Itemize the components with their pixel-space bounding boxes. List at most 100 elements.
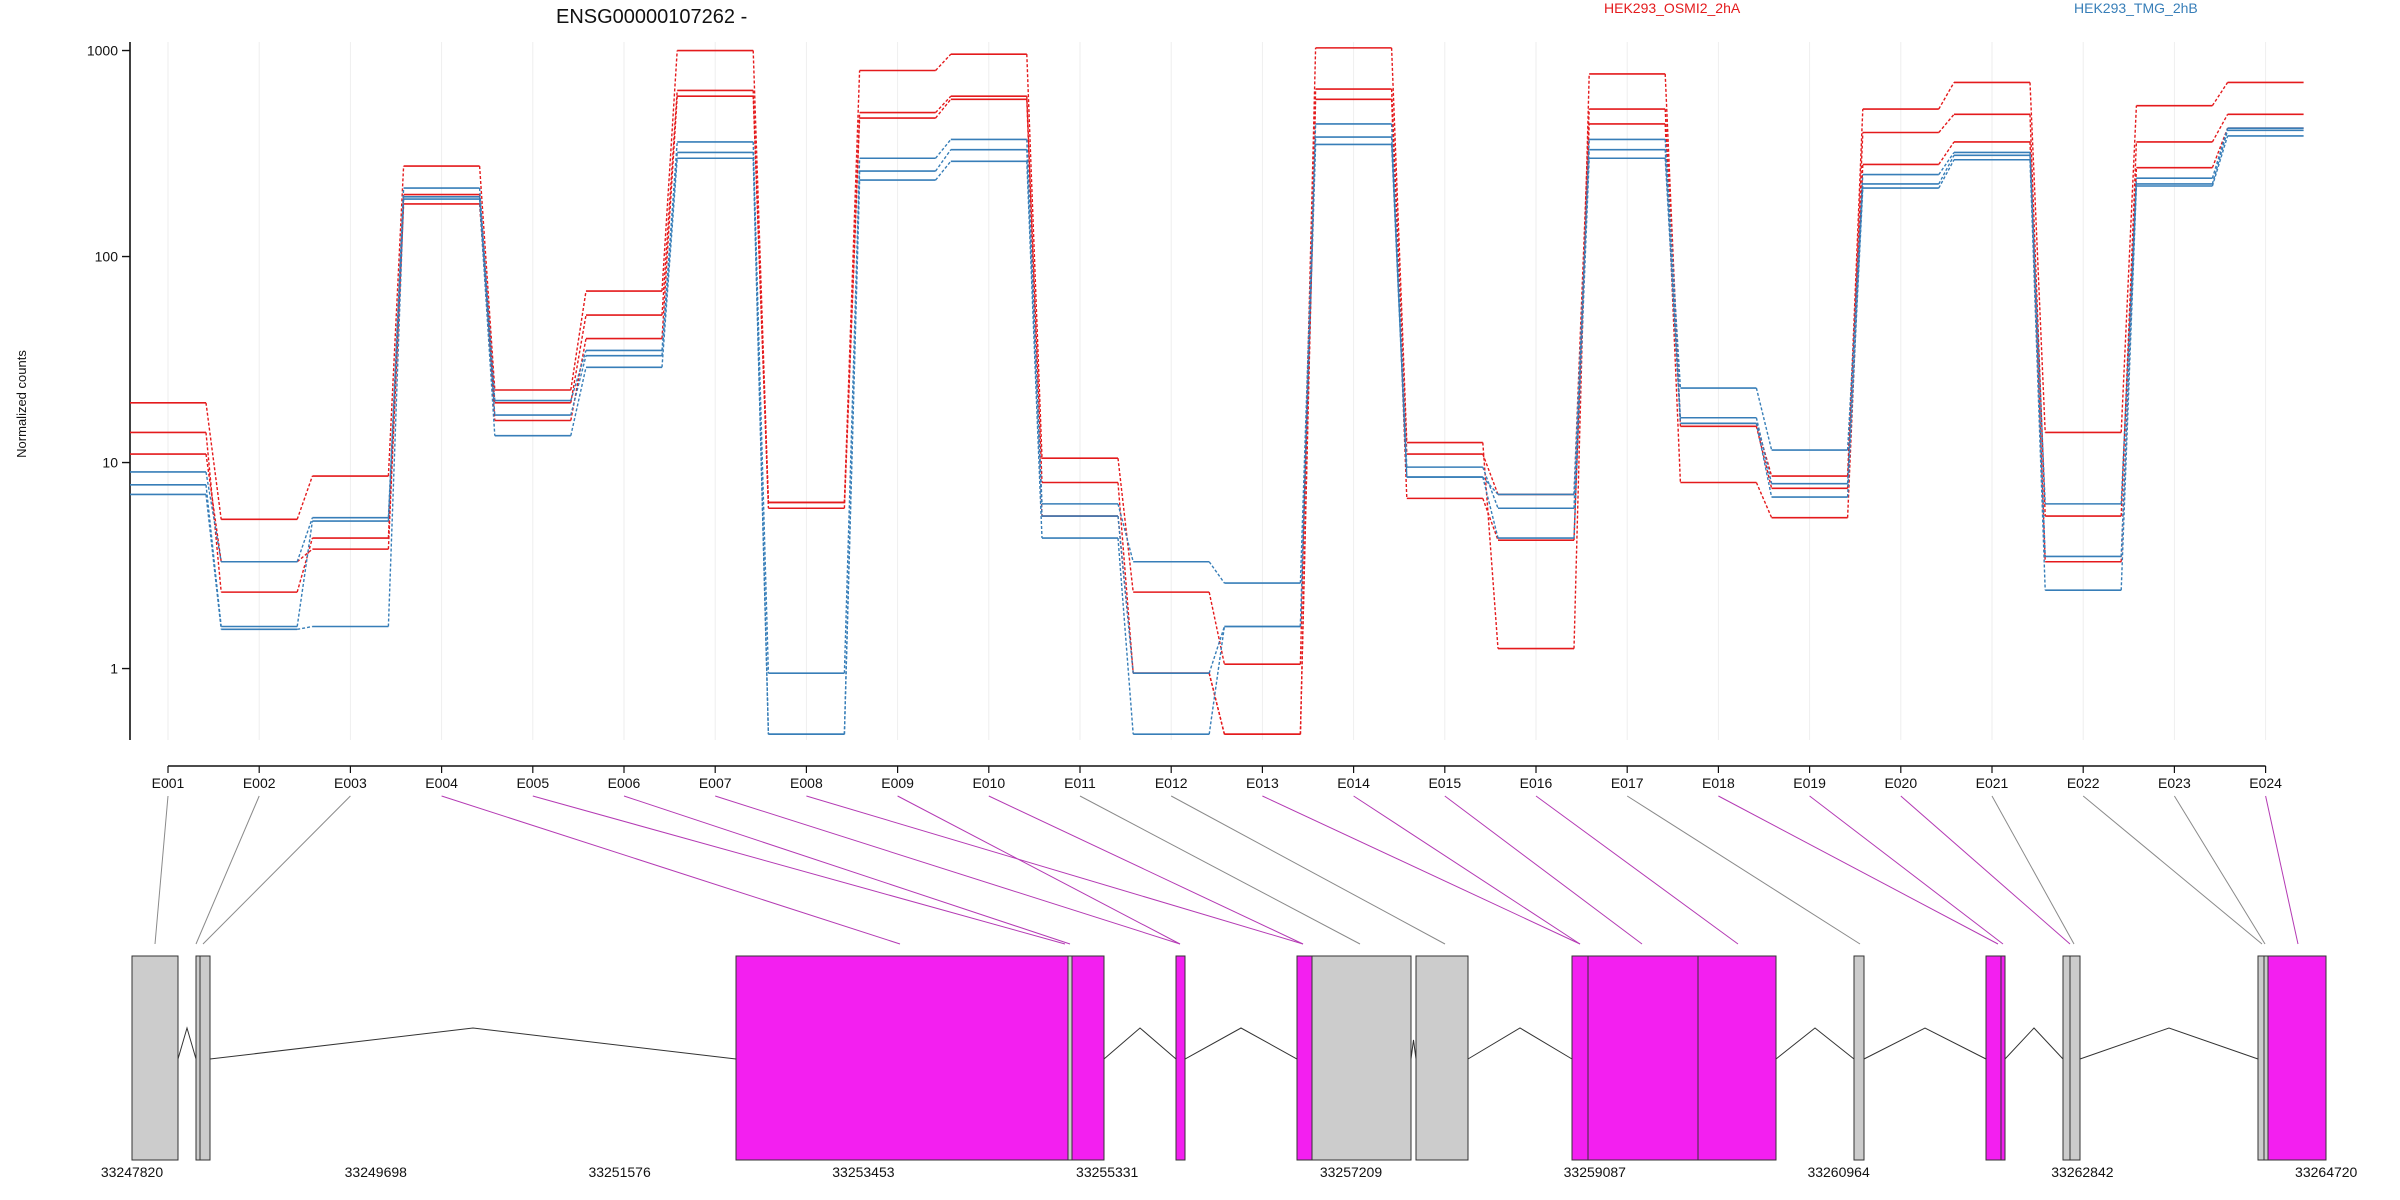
exon-block-18	[2069, 955, 2081, 1161]
series-1-connector	[296, 475, 314, 520]
series-2-connector	[1026, 96, 1043, 483]
series-2-connector	[2211, 114, 2229, 143]
exon-link-e017	[1626, 795, 1861, 945]
exon-block-5	[1067, 955, 1073, 1161]
exon-link-e010	[988, 795, 1304, 945]
series-6-connector	[935, 160, 952, 181]
intron-3	[1103, 1027, 1177, 1060]
exon-link-e024	[2265, 795, 2299, 945]
intron-10	[2079, 1027, 2259, 1060]
series-2	[130, 88, 2304, 736]
gene-model: 33247820 33249698 33251576 33253453 33255331…	[101, 795, 2358, 1180]
intron-5	[1410, 1039, 1417, 1060]
series-2-connector	[1390, 89, 1408, 455]
exon-link-e015	[1444, 795, 1643, 945]
series-3-connector	[1755, 482, 1773, 518]
series-1-connector	[2029, 82, 2046, 433]
series-5-connector	[1846, 183, 1864, 484]
series-5-connector	[661, 152, 678, 356]
exon-block-8	[1296, 955, 1313, 1161]
series-4-connector	[935, 139, 952, 159]
series-2-connector	[1482, 453, 1499, 495]
series-4-connector	[2029, 152, 2046, 504]
intron-7	[1775, 1027, 1855, 1060]
x-tick-label: E004	[425, 775, 458, 791]
series-6-connector	[570, 367, 587, 436]
x-tick-label: E020	[1884, 775, 1917, 791]
series-5-connector	[1938, 154, 1955, 185]
series-6-connector	[843, 180, 861, 735]
exon-block-15	[1985, 955, 2002, 1161]
series-1-connector	[1390, 47, 1408, 443]
x-tick-label: E009	[881, 775, 914, 791]
legend-label-osmi2: HEK293_OSMI2_2hA	[1604, 0, 1741, 16]
series-5-connector	[2211, 130, 2229, 185]
exon-link-e020	[1900, 795, 2071, 945]
exon-link-e009	[897, 795, 1181, 945]
exon-link-e022	[2082, 795, 2263, 945]
series-3-connector	[1938, 141, 1955, 165]
exon-block-2	[195, 955, 201, 1161]
legend-label-tmg: HEK293_TMG_2hB	[2074, 0, 2198, 16]
series-6-connector	[752, 158, 770, 735]
x-tick-label: E013	[1246, 775, 1279, 791]
series-4-connector	[296, 517, 314, 562]
series-6-connector	[1938, 159, 1955, 189]
exon-block-12	[1587, 955, 1699, 1161]
series-5-connector	[478, 196, 496, 416]
series-6-connector	[2029, 159, 2046, 591]
y-tick-label: 100	[95, 249, 119, 265]
x-tick-label: E003	[334, 775, 367, 791]
exon-link-e006	[623, 795, 1071, 945]
exon-block-20	[2263, 955, 2269, 1161]
series-2-connector	[1846, 132, 1864, 489]
series-4-connector	[1664, 139, 1682, 389]
y-tick-label: 1000	[87, 43, 118, 59]
series-5-connector	[1026, 149, 1043, 517]
series-1-connector	[1482, 442, 1499, 649]
exon-link-e004	[441, 795, 901, 945]
exon-link-e005	[532, 795, 1066, 945]
series-3-connector	[752, 96, 770, 509]
series-5-connector	[1208, 626, 1226, 674]
exon-link-e019	[1809, 795, 2004, 945]
exon-block-13	[1697, 955, 1777, 1161]
series-3-connector	[1482, 498, 1499, 541]
series-1-connector	[478, 165, 496, 391]
series-4	[130, 123, 2304, 674]
series-6	[130, 135, 2304, 736]
intron-2	[209, 1027, 737, 1060]
series-4-connector	[205, 471, 222, 562]
x-tick-label: E022	[2067, 775, 2100, 791]
exon-link-e008	[806, 795, 1304, 945]
exon-link-e013	[1262, 795, 1581, 945]
series-1-connector	[205, 402, 222, 520]
x-tick-label: E024	[2249, 775, 2282, 791]
x-tick-label: E007	[699, 775, 732, 791]
exon-block-7	[1175, 955, 1186, 1161]
series-1-connector	[1208, 591, 1226, 665]
exon-block-17	[2062, 955, 2071, 1161]
series-6-connector	[1026, 161, 1043, 539]
exon-link-e007	[715, 795, 1181, 945]
exon-block-6	[1071, 955, 1105, 1161]
coord-tick-label: 33262842	[2051, 1164, 2114, 1180]
series-1-connector	[935, 53, 952, 71]
exon-block-21	[2267, 955, 2327, 1161]
series-6-connector	[297, 625, 313, 631]
plot-layer: 1 10 100 1000 E001 E002 E003 E004 E005 E006 E007 E0…	[87, 42, 2304, 791]
exon-link-e018	[1718, 795, 1999, 945]
series-3-connector	[843, 118, 861, 509]
series-6-connector	[1208, 626, 1226, 735]
x-tick-label: E006	[608, 775, 641, 791]
series-6-connector	[1390, 144, 1408, 478]
exon-link-e016	[1535, 795, 1739, 945]
series-2-connector	[1755, 426, 1773, 489]
coord-tick-label: 33259087	[1564, 1164, 1627, 1180]
series-4-connector	[1208, 561, 1225, 584]
exon-block-16	[2000, 955, 2006, 1161]
series-4-connector	[570, 350, 587, 401]
series-4-connector	[478, 188, 496, 401]
exon-block-4	[735, 955, 1069, 1161]
